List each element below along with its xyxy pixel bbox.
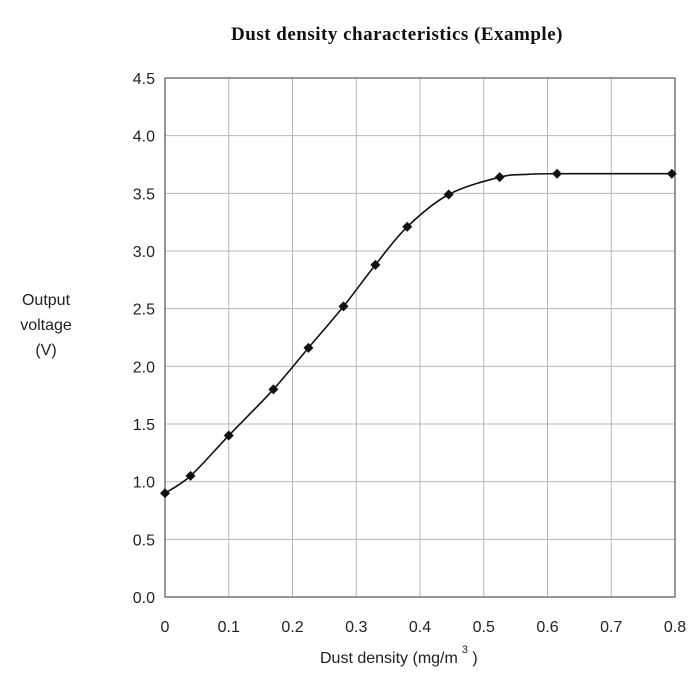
y-tick-label: 0.5 [133, 532, 155, 549]
x-tick-label: 0 [161, 619, 170, 636]
y-axis-label-line-2: voltage [20, 317, 72, 334]
x-tick-label: 0.4 [409, 619, 431, 636]
data-point-marker [223, 430, 234, 441]
x-tick-label: 0.7 [600, 619, 622, 636]
y-tick-label: 3.5 [133, 186, 155, 203]
x-axis-label-close: ) [468, 650, 478, 667]
data-point-marker [443, 189, 454, 200]
y-axis-label-line-3: (V) [35, 342, 56, 359]
y-tick-label: 2.5 [133, 302, 155, 319]
y-tick-label: 3.0 [133, 244, 155, 261]
grid [165, 78, 675, 597]
data-point-marker [338, 301, 349, 312]
data-point-marker [185, 470, 196, 481]
y-tick-label: 4.0 [133, 129, 155, 146]
axes [164, 77, 676, 598]
x-tick-label: 0.1 [218, 619, 240, 636]
y-tick-label: 2.0 [133, 359, 155, 376]
data-point-marker [370, 259, 381, 270]
data-point-marker [160, 488, 170, 499]
x-axis-label-superscript: 3 [462, 644, 468, 656]
x-tick-label: 0.6 [536, 619, 558, 636]
y-tick-label: 4.5 [133, 71, 155, 88]
y-tick-labels: 0.0 0.5 1.0 1.5 2.0 2.5 3.0 3.5 4.0 4.5 [133, 71, 155, 607]
y-axis-label-line-1: Output [22, 292, 71, 309]
data-point-marker [666, 168, 677, 179]
chart-title: Dust density characteristics (Example) [231, 24, 563, 45]
x-tick-label: 0.5 [473, 619, 495, 636]
plot-frame [164, 77, 676, 598]
y-tick-label: 0.0 [133, 590, 155, 607]
x-tick-label: 0.3 [345, 619, 367, 636]
data-point-marker [402, 221, 413, 232]
series-markers [160, 168, 677, 499]
data-point-marker [268, 384, 279, 395]
data-point-marker [494, 172, 505, 183]
x-tick-labels: 0 0.1 0.2 0.3 0.4 0.5 0.6 0.7 0.8 [161, 619, 687, 636]
x-axis-label: Dust density (mg/m 3 ) [320, 644, 478, 667]
x-tick-label: 0.8 [664, 619, 686, 636]
y-tick-label: 1.5 [133, 417, 155, 434]
y-tick-label: 1.0 [133, 475, 155, 492]
x-tick-label: 0.2 [281, 619, 303, 636]
series-line [164, 172, 672, 494]
data-point-marker [303, 342, 314, 353]
data-point-marker [552, 168, 563, 179]
x-axis-label-main: Dust density (mg/m [320, 650, 458, 667]
